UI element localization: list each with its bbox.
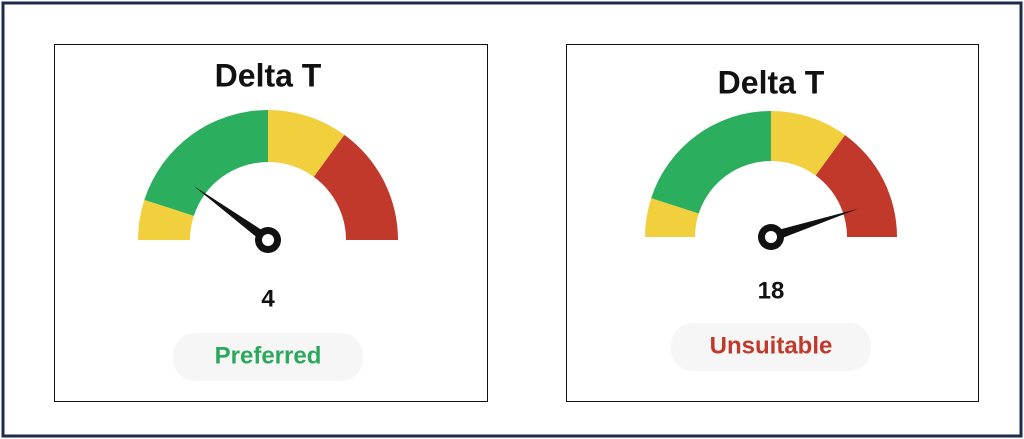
gauge-needle: [193, 185, 271, 245]
needle-hub-center: [262, 234, 274, 246]
gauge-needle: [769, 208, 859, 242]
gauge-band: [138, 199, 194, 240]
gauge-band: [313, 134, 398, 240]
gauge-title: Delta T: [215, 57, 322, 93]
status-label: Preferred: [215, 342, 322, 369]
gauge-band: [268, 110, 345, 177]
gauge-band: [645, 198, 699, 237]
gauge-value: 4: [261, 285, 275, 312]
status-pill: [671, 323, 871, 371]
gauge-band: [144, 110, 268, 216]
gauge-band: [651, 111, 771, 214]
needle-hub-center: [765, 231, 777, 243]
gauge-value: 18: [758, 277, 785, 304]
gauge-band: [771, 111, 846, 176]
status-label: Unsuitable: [710, 332, 833, 359]
gauge-title: Delta T: [718, 64, 825, 100]
status-pill: [173, 333, 363, 381]
card: [566, 44, 979, 402]
gauge-band: [815, 135, 898, 237]
